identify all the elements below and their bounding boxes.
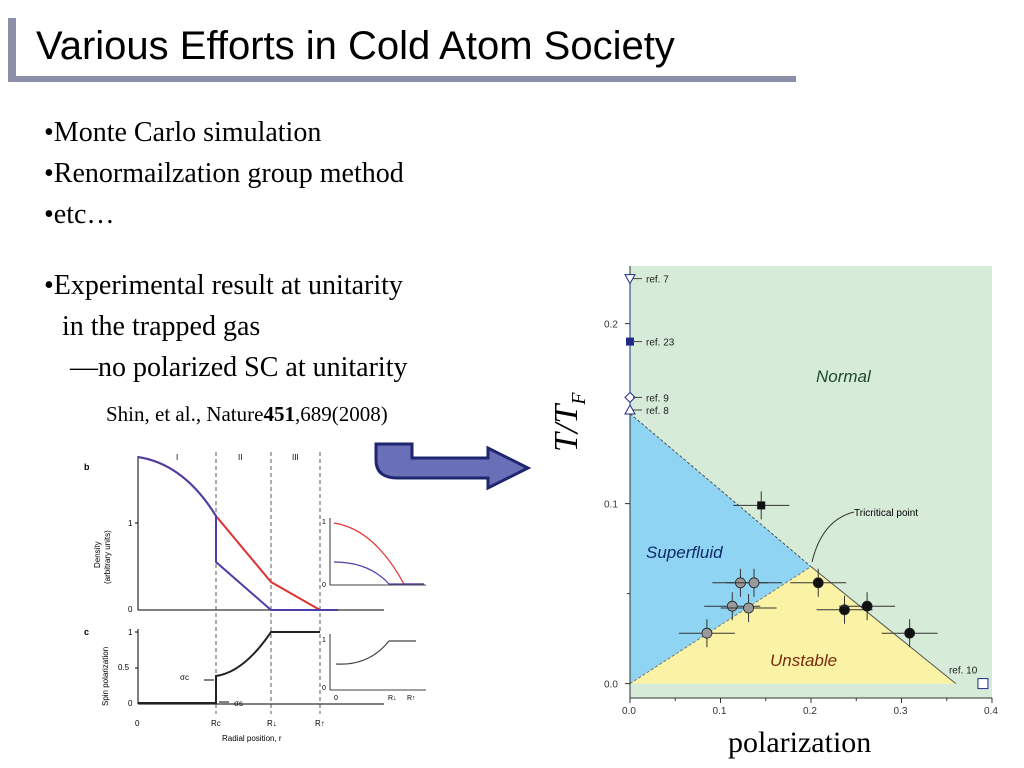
panel-b-label: b	[84, 462, 90, 472]
tricritical-annotation: Tricritical point	[854, 508, 918, 519]
ref-label: ref. 7	[646, 275, 669, 286]
arrow-graphic	[374, 442, 532, 491]
inset-tick: 0	[322, 685, 326, 692]
bullet-list-experimental: •Experimental result at unitarity in the…	[44, 265, 408, 388]
black-data-point	[839, 604, 850, 616]
y-tick-label: 0.0	[604, 680, 618, 691]
ref-label: ref. 23	[646, 338, 675, 349]
y-tick-label: 0.1	[604, 500, 618, 511]
ref-marker	[977, 678, 989, 690]
citation: Shin, et al., Nature451,689(2008)	[106, 402, 388, 427]
x-tick-label: 0.3	[894, 706, 908, 717]
phase-boundary	[629, 566, 812, 685]
x-tick-label: 0.0	[622, 706, 636, 717]
black-data-point	[904, 627, 916, 639]
ref-marker	[626, 337, 634, 346]
x-tick: Rc	[211, 719, 221, 728]
ref-marker	[624, 274, 636, 285]
radial-xlabel: Radial position, r	[222, 734, 282, 743]
density-polarization-figure: b c I II III Density (arbitrary units) S…	[84, 452, 426, 743]
x-tick: R↑	[315, 719, 325, 728]
sigma-c-label: σc	[180, 673, 189, 682]
title-bar: Various Efforts in Cold Atom Society	[8, 18, 796, 84]
slide-title: Various Efforts in Cold Atom Society	[36, 24, 675, 68]
bullet-item: •Monte Carlo simulation	[44, 117, 322, 148]
y-axis-label-main: T/T	[548, 404, 585, 452]
inset-tick: 0	[334, 695, 338, 702]
bullet-list: •Monte Carlo simulation •Renormailzation…	[44, 112, 404, 235]
bullet-item: •Renormailzation group method	[44, 158, 404, 189]
region-label: I	[176, 453, 178, 462]
spin-ylabel: Spin polarization	[101, 647, 110, 706]
inset-tick: R↑	[407, 695, 416, 702]
ref-marker	[624, 391, 636, 404]
ref-label: ref. 10	[949, 666, 978, 677]
bullet-item: •Experimental result at unitarity	[44, 270, 403, 301]
inset-tick: 1	[322, 519, 326, 526]
y-tick-label: 0.2	[604, 320, 618, 331]
region-normal-label: Normal	[816, 367, 872, 386]
superfluid-region	[630, 413, 811, 684]
density-tick: 1	[128, 519, 133, 528]
grey-data-point	[743, 602, 754, 614]
x-tick-label: 0.4	[984, 706, 998, 717]
black-data-point	[757, 501, 766, 510]
spin-tick: 0.5	[118, 663, 130, 672]
density-ylabel: Density	[93, 541, 102, 568]
phase-boundary	[810, 566, 957, 684]
ref-label: ref. 9	[646, 393, 669, 404]
inset-tick: R↓	[388, 695, 397, 702]
region-unstable-label: Unstable	[770, 651, 837, 670]
citation-volume: 451	[263, 402, 295, 426]
bullet-item: •etc…	[44, 199, 115, 230]
spin-tick: 1	[128, 628, 133, 637]
black-data-point	[812, 577, 824, 589]
x-axis-label: polarization	[728, 726, 872, 759]
unstable-region	[630, 566, 956, 684]
panel-c-label: c	[84, 627, 89, 637]
region-superfluid-label: Superfluid	[646, 543, 723, 562]
bullet-continuation: in the trapped gas	[62, 311, 261, 342]
inset-tick: 0	[322, 582, 326, 589]
x-tick: 0	[135, 719, 140, 728]
title-underline	[8, 76, 796, 82]
spin-tick: 0	[128, 699, 133, 708]
density-ylabel-units: (arbitrary units)	[103, 530, 112, 584]
phase-boundary	[629, 413, 812, 567]
x-tick-label: 0.2	[803, 706, 817, 717]
citation-suffix: ,689(2008)	[294, 402, 388, 426]
bullet-continuation: —no polarized SC at unitarity	[70, 352, 408, 383]
arrow-shape	[374, 442, 532, 491]
ref-label: ref. 8	[646, 406, 669, 417]
region-label: III	[292, 453, 299, 462]
y-axis-label: T/TF	[548, 393, 591, 452]
density-tick: 0	[128, 605, 133, 614]
grey-data-point	[726, 600, 738, 612]
grey-data-point	[701, 627, 713, 639]
y-axis-label-sub: F	[567, 392, 590, 405]
x-tick: R↓	[267, 719, 277, 728]
ref-marker	[624, 403, 636, 415]
citation-prefix: Shin, et al., Nature	[106, 402, 264, 426]
grey-data-point	[748, 577, 760, 589]
title-accent-bar	[8, 18, 16, 82]
tricritical-arrow	[811, 511, 855, 563]
region-label: II	[238, 453, 242, 462]
phase-diagram-chart: 0.0 0.1 0.2 0.3 0.4 0.0 0.1 0.2 ref. 7 ref. 23 re…	[590, 262, 998, 717]
inset-tick: 1	[322, 637, 326, 644]
x-tick-label: 0.1	[713, 706, 727, 717]
black-data-point	[861, 600, 873, 612]
